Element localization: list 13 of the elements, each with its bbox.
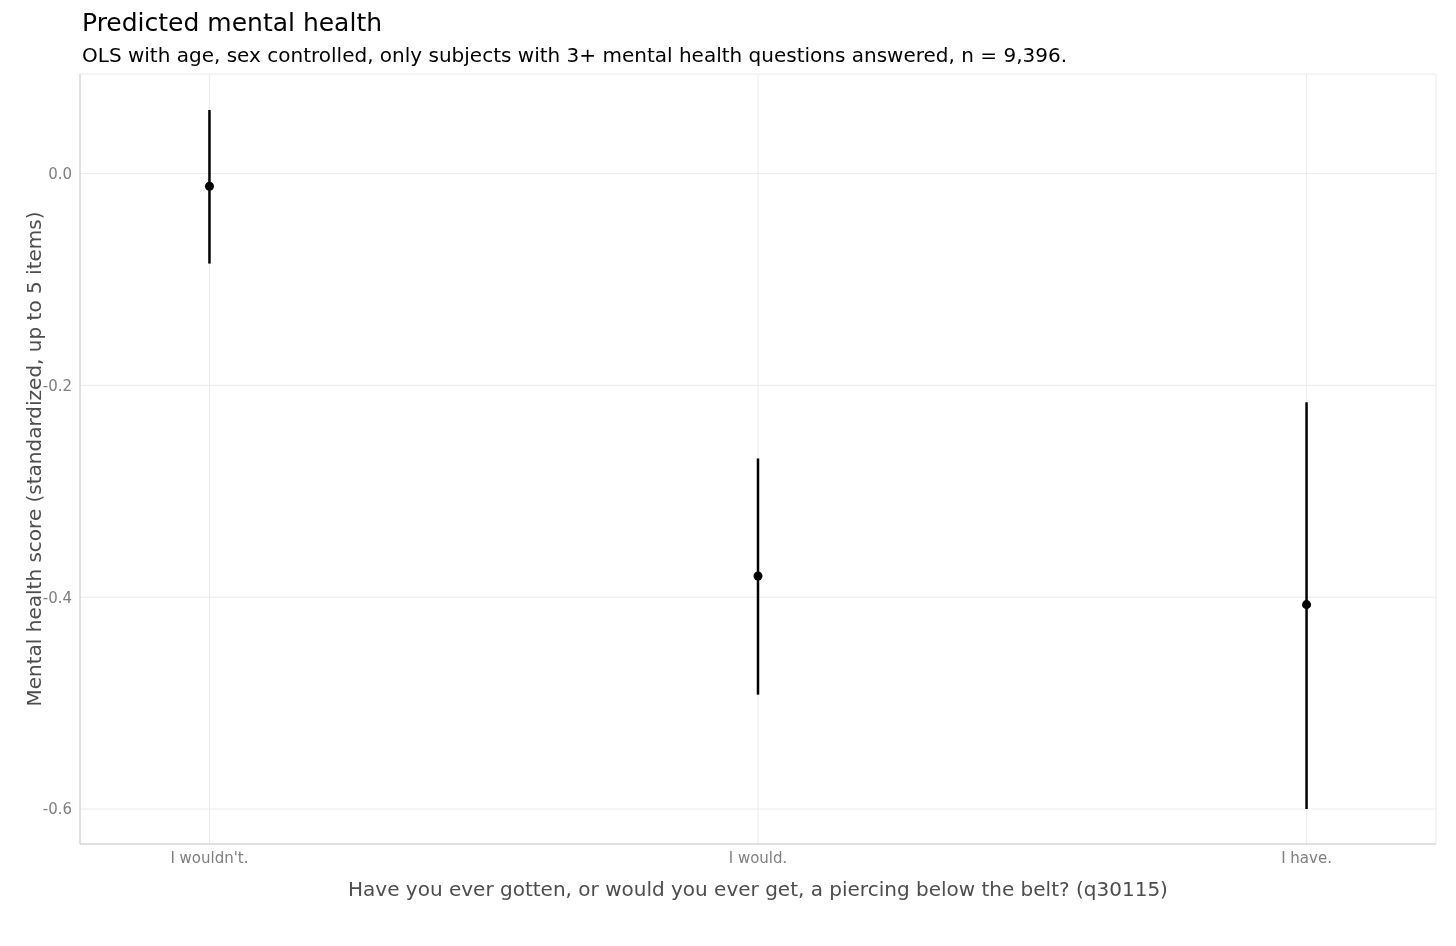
x-tick-label: I wouldn't. [170, 848, 249, 867]
y-tick-label: -0.2 [42, 376, 72, 395]
chart-title: Predicted mental health [82, 8, 384, 38]
x-axis-title: Have you ever gotten, or would you ever get, a piercing below the belt? (q30115) [348, 877, 1168, 901]
point [204, 181, 214, 191]
y-tick-label: -0.4 [42, 588, 72, 607]
x-tick-label: I have. [1281, 848, 1332, 867]
chart-subtitle: OLS with age, sex controlled, only subjects with 3+ mental health questions answered, n = 9,396. [82, 42, 1069, 69]
point [1302, 600, 1312, 610]
y-tick-label: -0.6 [42, 800, 72, 819]
x-tick-label: I would. [728, 848, 788, 867]
point [753, 571, 763, 581]
y-tick-label: 0.0 [48, 164, 72, 183]
